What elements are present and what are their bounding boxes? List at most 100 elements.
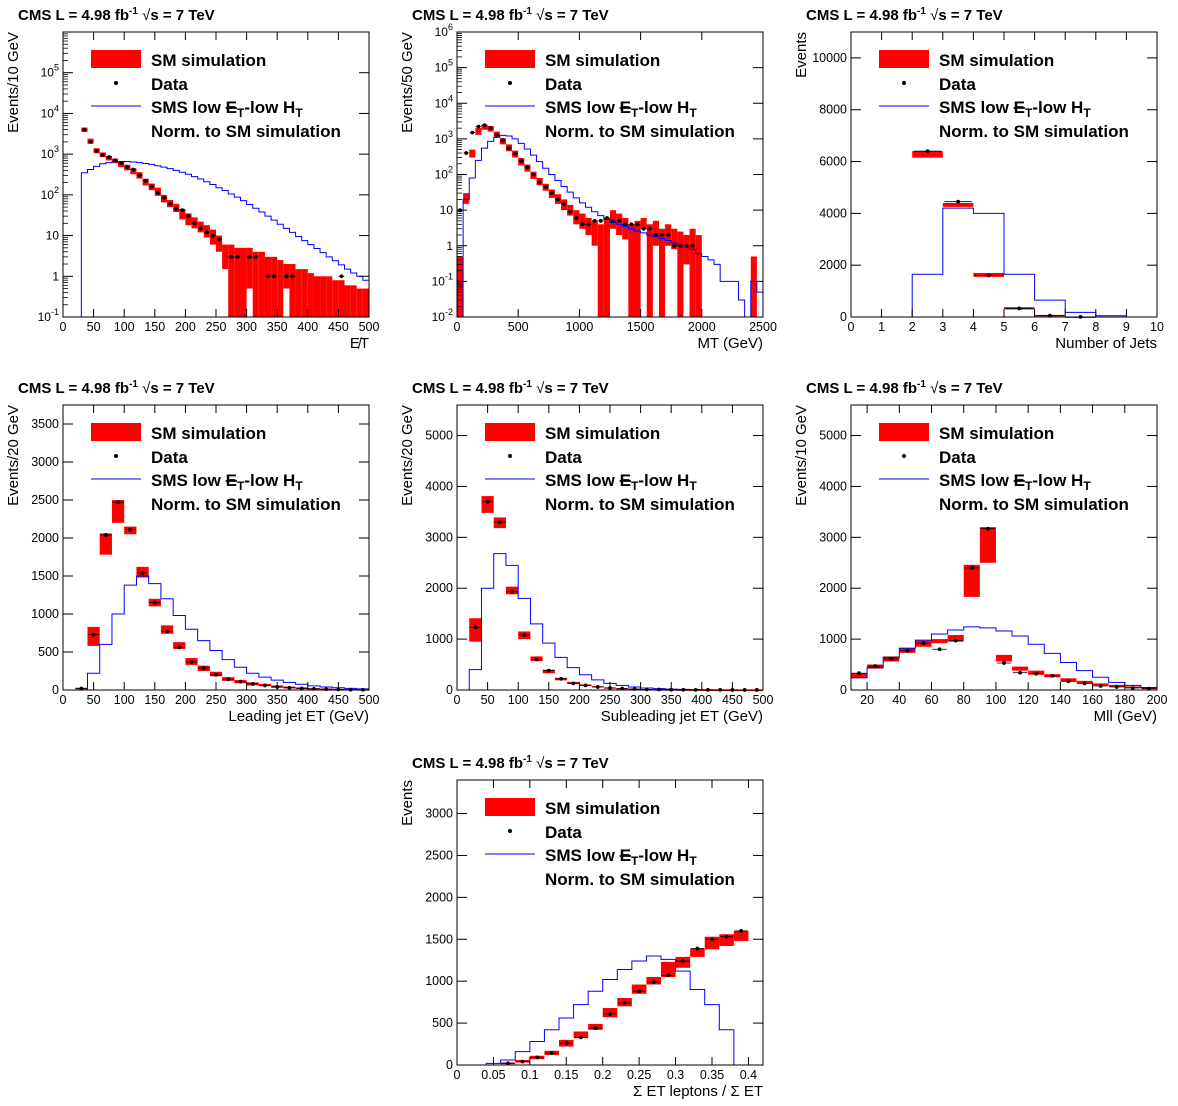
data-point <box>672 243 677 248</box>
panel-header: CMS L = 4.98 fb-1 √s = 7 TeV <box>806 6 1003 24</box>
x-tick-label: 300 <box>630 693 651 707</box>
data-point <box>214 672 218 677</box>
legend-data-marker <box>114 81 118 85</box>
sm-band <box>690 948 705 957</box>
y-tick-label: 10-1 <box>432 271 453 288</box>
x-tick-label: 50 <box>87 693 101 707</box>
data-point <box>1082 681 1087 686</box>
legend-data-label: Data <box>545 823 582 842</box>
data-point <box>1066 679 1071 684</box>
data-point <box>180 208 185 213</box>
legend-norm-label: Norm. to SM simulation <box>151 122 341 141</box>
data-point <box>889 657 894 661</box>
data-point <box>116 500 120 505</box>
x-tick-label: 200 <box>175 320 196 334</box>
legend-data-marker <box>114 454 118 458</box>
data-point <box>598 218 603 223</box>
data-point <box>666 973 671 978</box>
data-point <box>578 1035 583 1040</box>
x-tick-label: 150 <box>538 693 559 707</box>
data-point <box>485 499 490 504</box>
data-point <box>710 937 714 942</box>
data-point <box>647 226 652 231</box>
data-point <box>641 226 646 231</box>
data-point <box>113 158 117 163</box>
data-point <box>140 571 145 575</box>
y-tick-label: 102 <box>41 185 59 202</box>
x-tick-label: 3 <box>939 320 946 334</box>
x-tick-label: 50 <box>87 320 101 334</box>
y-tick-label: 4000 <box>425 479 453 493</box>
sm-band <box>469 618 482 642</box>
x-axis-label: Subleading jet ET (GeV) <box>601 708 763 725</box>
x-tick-label: 500 <box>359 693 380 707</box>
plot-area: 0 50 100 150 200 250 300 350 400 450 5000100020003… <box>399 379 773 725</box>
x-tick-label: 4 <box>970 320 977 334</box>
data-point <box>91 632 96 637</box>
data-point <box>235 254 240 259</box>
data-point <box>1017 306 1022 311</box>
sm-band <box>463 193 470 204</box>
x-tick-label: 350 <box>267 320 288 334</box>
x-tick-label: 60 <box>925 693 939 707</box>
sm-band <box>622 218 629 240</box>
x-tick-label: 450 <box>328 320 349 334</box>
data-point <box>666 233 671 237</box>
data-point <box>695 946 700 951</box>
sm-band <box>628 224 635 317</box>
legend-data-label: Data <box>939 448 976 467</box>
y-axis-label: Events/50 GeV <box>399 32 416 133</box>
data-point <box>520 1059 525 1064</box>
x-axis-label: Mll (GeV) <box>1094 708 1157 725</box>
sm-band <box>750 256 757 317</box>
sm-band <box>719 934 734 946</box>
data-point <box>165 629 169 634</box>
x-tick-label: 350 <box>267 693 288 707</box>
data-point <box>637 989 642 994</box>
data-point <box>537 180 542 185</box>
data-point <box>125 165 130 170</box>
data-point <box>263 683 267 688</box>
data-point <box>143 179 148 183</box>
legend-norm-label: Norm. to SM simulation <box>545 870 735 889</box>
sm-band <box>258 251 265 317</box>
data-point <box>568 209 573 214</box>
data-point <box>562 201 566 206</box>
legend-signal-label: SMS low ET-low HT <box>545 98 697 120</box>
y-tick-label: 103 <box>435 129 453 146</box>
sm-band <box>179 208 186 220</box>
data-point <box>629 222 634 227</box>
legend-signal-label: SMS low ET-low HT <box>939 471 1091 493</box>
data-point <box>168 201 172 206</box>
y-tick-label: 0 <box>840 310 847 324</box>
legend-data-label: Data <box>151 448 188 467</box>
data-point <box>549 1051 554 1056</box>
data-point <box>107 155 111 159</box>
x-tick-label: 200 <box>569 693 590 707</box>
sm-band <box>634 220 641 317</box>
data-point <box>1018 670 1023 675</box>
y-tick-label: 10000 <box>812 51 847 65</box>
data-point <box>100 153 105 157</box>
data-point <box>94 149 99 153</box>
y-axis-label: Events/20 GeV <box>399 405 416 506</box>
sm-band <box>931 639 948 644</box>
sm-band <box>185 213 192 226</box>
data-point <box>617 218 622 223</box>
panel-header: CMS L = 4.98 fb-1 √s = 7 TeV <box>18 6 215 24</box>
x-tick-label: 400 <box>297 320 318 334</box>
x-axis-label: Leading jet ET (GeV) <box>228 708 369 725</box>
data-point <box>593 1026 598 1031</box>
data-point <box>473 625 478 630</box>
legend-sm-swatch <box>485 50 535 68</box>
sm-band <box>326 276 333 317</box>
x-tick-label: 140 <box>1050 693 1071 707</box>
y-tick-label: 1000 <box>819 632 847 646</box>
y-tick-label: 10-2 <box>432 307 453 324</box>
data-point <box>119 161 124 166</box>
data-point <box>611 218 615 223</box>
data-point <box>189 659 194 664</box>
sm-band <box>481 496 494 513</box>
legend-data-label: Data <box>151 75 188 94</box>
